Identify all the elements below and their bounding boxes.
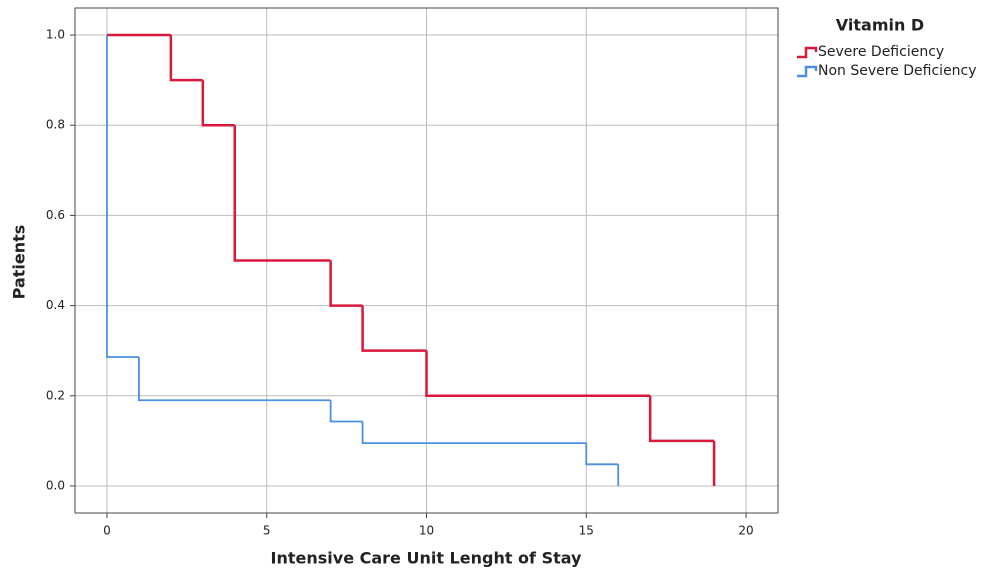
step-line [425, 350, 651, 398]
x-tick-label: 10 [419, 524, 434, 538]
step-line [233, 125, 331, 262]
step-line [648, 395, 715, 443]
y-tick-label: 0.6 [46, 208, 65, 222]
step-line [138, 356, 331, 402]
x-tick-label: 20 [738, 524, 753, 538]
legend-swatch [797, 65, 818, 78]
y-tick-label: 1.0 [46, 28, 65, 42]
y-tick-label: 0.0 [46, 478, 65, 492]
y-tick-label: 0.8 [46, 118, 65, 132]
step-line [361, 305, 427, 352]
x-tick-label: 5 [263, 524, 271, 538]
x-tick-label: 0 [103, 524, 111, 538]
step-line [585, 443, 619, 466]
legend-swatch [797, 46, 818, 59]
x-tick-label: 15 [579, 524, 594, 538]
plot-frame [74, 7, 779, 514]
step-line [106, 35, 139, 358]
y-axis-title: Patients [10, 225, 29, 300]
y-tick-label: 0.2 [46, 388, 65, 402]
y-tick-label: 0.4 [46, 298, 65, 312]
legend-title: Vitamin D [836, 16, 924, 35]
step-line [329, 400, 363, 423]
legend-label: Severe Deficiency [818, 44, 944, 60]
legend-label: Non Severe Deficiency [818, 63, 977, 79]
step-line [201, 80, 235, 127]
step-line [329, 260, 363, 307]
step-line [169, 35, 203, 82]
x-axis-title: Intensive Care Unit Lenght of Stay [271, 549, 583, 568]
step-line [361, 421, 587, 445]
